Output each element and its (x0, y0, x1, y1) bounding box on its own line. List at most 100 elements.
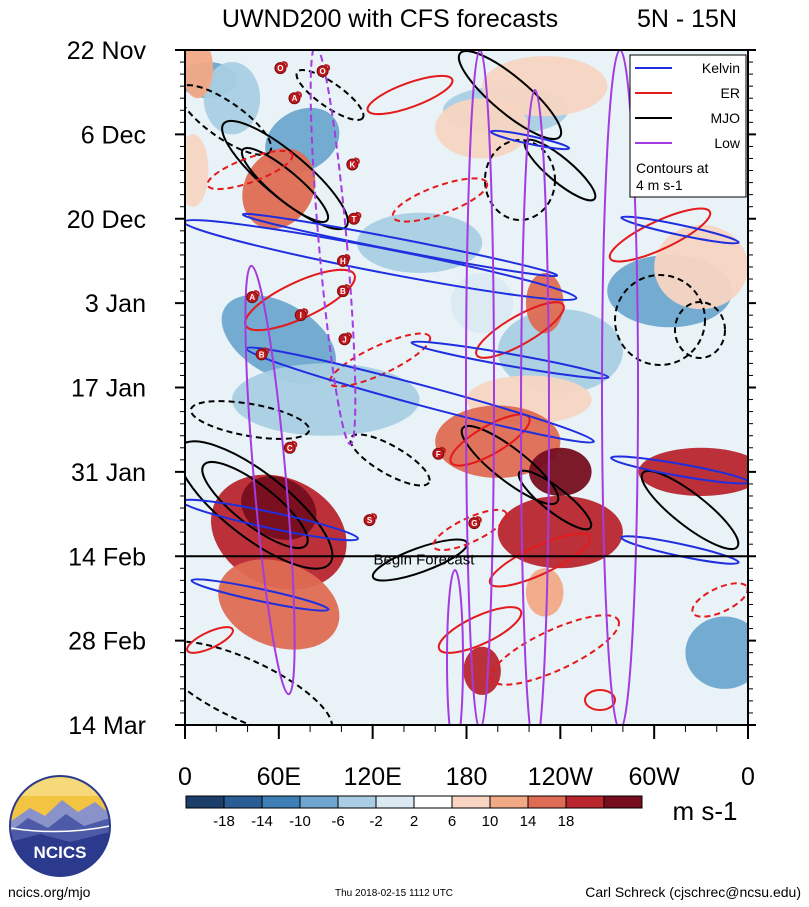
shading-blob (497, 309, 623, 394)
x-axis: 0 60E 120E 180 120W 60W 0 (178, 725, 755, 791)
legend-label: Kelvin (702, 60, 740, 76)
storm-letter: B (259, 350, 265, 359)
shading-blob (529, 447, 592, 496)
storm-marker: C (283, 440, 298, 454)
y-tick-label: 14 Mar (68, 712, 146, 740)
shading-blob (638, 447, 748, 496)
storm-arm (282, 61, 288, 68)
storm-icon (294, 309, 307, 322)
shading-blob (242, 148, 316, 229)
storm-arm (346, 332, 353, 339)
shading-blob (685, 616, 748, 689)
storm-letter: K (349, 161, 355, 170)
storm-letter: G (471, 519, 477, 528)
y-tick-label: 20 Dec (67, 206, 146, 234)
storm-arm (254, 290, 260, 297)
colorbar-swatch (489, 795, 529, 809)
shading-blob (241, 476, 317, 540)
low-contours (244, 50, 639, 725)
logo-ring (9, 775, 111, 877)
storm-marker: T (347, 211, 362, 225)
colorbar-swatch (375, 795, 415, 809)
storm-arm (263, 347, 270, 354)
storm-marker: H (336, 253, 351, 267)
storm-letter: O (320, 67, 326, 76)
shading-blob (463, 646, 501, 695)
legend-note-line1: Contours at (636, 160, 708, 176)
legend-label: Low (714, 135, 741, 151)
storm-marker: B (255, 347, 270, 361)
storm-marker: F (432, 446, 446, 460)
footer-url: ncics.org/mjo (8, 884, 91, 900)
storm-arm (476, 516, 482, 523)
storm-arm (344, 284, 351, 291)
colorbar-swatch (413, 795, 453, 809)
legend-note-line2: 4 m s-1 (636, 177, 683, 193)
storm-letter: J (342, 335, 346, 344)
colorbar: -18 -14 -10 -6 -2 2 6 10 14 18 (185, 795, 643, 830)
colorbar-label: 10 (482, 813, 499, 830)
x-tick-label: 120E (343, 763, 401, 791)
storm-icon (255, 348, 268, 361)
y-tick-label: 17 Jan (71, 375, 146, 403)
storm-icon (468, 517, 481, 530)
storm-icon (432, 447, 445, 460)
shading-blob (185, 134, 209, 207)
mjo-neg-contours (185, 69, 726, 725)
storm-arm (302, 308, 309, 315)
storm-arm (355, 211, 362, 219)
colorbar-label: -18 (213, 813, 235, 830)
storm-letter: A (292, 94, 298, 103)
y-axis: 22 Nov 6 Dec 20 Dec 3 Jan 17 Jan 31 Jan 14 Feb… (67, 37, 756, 740)
colorbar-swatch (261, 795, 301, 809)
colorbar-swatch (603, 795, 643, 809)
storm-marker: A (246, 290, 260, 304)
x-tick-label: 180 (446, 763, 488, 791)
colorbar-swatch (527, 795, 567, 809)
region-label: 5N - 15N (637, 5, 737, 33)
storm-letter: T (351, 215, 356, 224)
colorbar-label: -10 (289, 813, 311, 830)
legend: Kelvin ER MJO Low Contours at 4 m s-1 (629, 54, 747, 198)
colorbar-label: 18 (558, 813, 575, 830)
x-tick-label: 0 (178, 763, 192, 791)
shading-blob (525, 568, 564, 617)
wave-contours (185, 50, 748, 725)
colorbar-swatch (299, 795, 339, 809)
footer-timestamp: Thu 2018-02-15 1112 UTC (335, 888, 454, 899)
storm-marker: O (316, 64, 331, 78)
colorbar-swatch (223, 795, 263, 809)
logo-text: NCICS (34, 843, 87, 862)
storm-letter: C (287, 444, 293, 453)
storm-icon (283, 441, 296, 454)
storm-icon (346, 158, 359, 171)
forecast-label: Begin Forecast (374, 551, 476, 568)
ncics-logo: NCICS (9, 775, 111, 877)
storm-marker: S (363, 513, 378, 527)
storm-arm (344, 253, 351, 261)
shading-blob (654, 224, 748, 310)
y-tick-label: 14 Feb (68, 543, 146, 571)
colorbar-label: 6 (448, 813, 456, 830)
colorbar-swatch (451, 795, 491, 809)
colorbar-label: 2 (410, 813, 418, 830)
legend-box (629, 54, 747, 198)
storm-letter: I (300, 311, 302, 320)
y-tick-label: 28 Feb (68, 628, 146, 656)
storm-icon (336, 285, 349, 298)
storm-letter: F (436, 450, 441, 459)
colorbar-swatch (565, 795, 605, 809)
storm-icon (347, 212, 360, 225)
storm-arm (440, 446, 446, 454)
shading-blob (203, 61, 261, 135)
storm-letter: H (340, 257, 346, 266)
shading-blob (231, 363, 420, 436)
storm-letter: O (277, 64, 283, 73)
y-tick-label: 3 Jan (85, 290, 146, 318)
x-tick-label: 60W (628, 763, 680, 791)
colorbar-label: 14 (520, 813, 537, 830)
storm-marker: K (346, 157, 360, 171)
y-tick-label: 22 Nov (67, 37, 147, 65)
legend-label: MJO (710, 110, 740, 126)
